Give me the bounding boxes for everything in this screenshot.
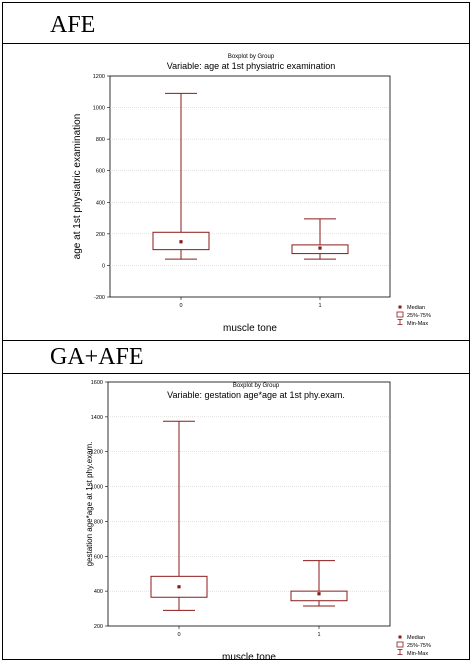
median-point xyxy=(317,592,321,596)
legend-range-label: Min-Max xyxy=(407,321,428,327)
median-point xyxy=(318,246,322,250)
x-axis-label: muscle tone xyxy=(222,652,276,660)
x-tick-label: 1 xyxy=(318,303,321,309)
legend-median-label: Median xyxy=(407,635,425,641)
median-point xyxy=(179,240,183,244)
y-tick-label: 1600 xyxy=(91,380,103,386)
y-tick-label: 600 xyxy=(94,554,103,560)
y-tick-label: 1000 xyxy=(93,106,105,112)
iqr-box xyxy=(290,590,348,602)
y-tick-label: 1200 xyxy=(93,74,105,80)
chart-title: Variable: gestation age*age at 1st phy.e… xyxy=(167,390,345,400)
y-tick-label: 200 xyxy=(96,232,105,238)
y-tick-label: 1400 xyxy=(91,415,103,421)
legend-iqr-marker xyxy=(396,311,404,318)
x-axis-label: muscle tone xyxy=(223,323,277,334)
y-tick-label: 800 xyxy=(96,137,105,143)
divider xyxy=(2,340,470,341)
legend-range-label: Min-Max xyxy=(407,651,428,657)
y-tick-label: 400 xyxy=(96,200,105,206)
x-tick-label: 0 xyxy=(177,632,180,638)
y-axis-label: gestation age*age at 1st phy.exam. xyxy=(85,442,94,567)
chart-suptitle: Boxplot by Group xyxy=(233,383,280,389)
section-title-afe: AFE xyxy=(50,12,96,38)
y-tick-label: 1200 xyxy=(91,450,103,456)
y-tick-label: 1000 xyxy=(91,485,103,491)
legend-iqr-marker xyxy=(396,641,404,648)
legend-iqr-label: 25%-75% xyxy=(407,643,431,649)
plot-area xyxy=(109,75,391,298)
section-title-ga-afe: GA+AFE xyxy=(50,344,144,370)
legend-median-marker xyxy=(398,635,402,639)
y-tick-label: 600 xyxy=(96,169,105,175)
y-tick-label: 400 xyxy=(94,589,103,595)
legend-iqr-label: 25%-75% xyxy=(407,313,431,319)
x-tick-label: 1 xyxy=(317,632,320,638)
chart-title: Variable: age at 1st physiatric examinat… xyxy=(167,61,335,71)
chart-suptitle: Boxplot by Group xyxy=(228,54,275,60)
x-tick-label: 0 xyxy=(179,303,182,309)
y-tick-label: 0 xyxy=(102,263,105,269)
divider xyxy=(2,373,470,374)
legend-median-marker xyxy=(398,305,402,309)
y-axis-label: age at 1st physiatric examination xyxy=(72,114,83,260)
figure-frame xyxy=(2,2,470,660)
y-tick-label: 200 xyxy=(94,624,103,630)
median-point xyxy=(177,585,181,589)
y-tick-label: 800 xyxy=(94,519,103,525)
plot-area xyxy=(107,381,391,627)
legend-median-label: Median xyxy=(407,305,425,311)
divider xyxy=(2,43,470,44)
y-tick-label: -200 xyxy=(94,295,105,301)
